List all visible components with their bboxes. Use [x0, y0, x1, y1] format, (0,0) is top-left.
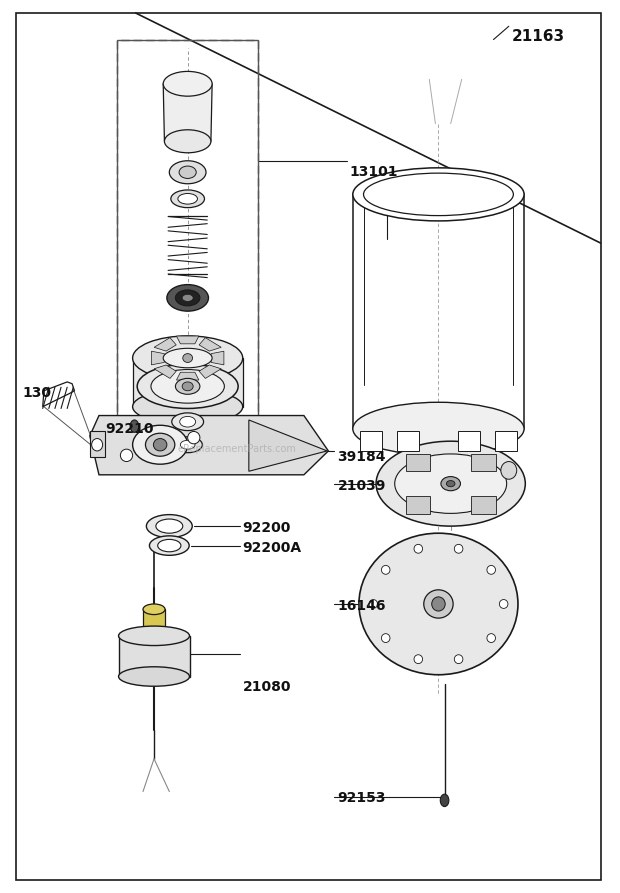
- Polygon shape: [405, 454, 430, 472]
- Ellipse shape: [149, 536, 189, 555]
- Ellipse shape: [137, 364, 238, 408]
- Polygon shape: [133, 358, 242, 406]
- Polygon shape: [495, 430, 516, 451]
- Polygon shape: [199, 338, 221, 351]
- Ellipse shape: [414, 545, 423, 553]
- Ellipse shape: [92, 438, 103, 451]
- Ellipse shape: [180, 440, 195, 449]
- Ellipse shape: [182, 382, 193, 391]
- Polygon shape: [177, 336, 199, 344]
- Polygon shape: [360, 430, 382, 451]
- Polygon shape: [397, 430, 419, 451]
- Ellipse shape: [501, 462, 516, 480]
- Polygon shape: [163, 84, 212, 141]
- Ellipse shape: [381, 565, 390, 574]
- Ellipse shape: [353, 168, 524, 221]
- Ellipse shape: [164, 129, 211, 153]
- Ellipse shape: [146, 433, 175, 456]
- Ellipse shape: [163, 348, 212, 368]
- Text: eReplacementParts.com: eReplacementParts.com: [177, 444, 296, 455]
- Ellipse shape: [133, 425, 188, 464]
- Ellipse shape: [146, 514, 192, 538]
- Ellipse shape: [487, 565, 495, 574]
- Polygon shape: [199, 365, 221, 379]
- Ellipse shape: [120, 449, 133, 462]
- Text: 13101: 13101: [350, 165, 398, 179]
- Ellipse shape: [156, 519, 183, 533]
- Text: 92200A: 92200A: [242, 541, 302, 555]
- Ellipse shape: [369, 599, 378, 608]
- Polygon shape: [143, 609, 165, 634]
- Ellipse shape: [499, 599, 508, 608]
- Ellipse shape: [441, 477, 461, 491]
- Ellipse shape: [487, 634, 495, 642]
- Ellipse shape: [163, 71, 212, 96]
- Ellipse shape: [118, 667, 190, 686]
- Ellipse shape: [376, 441, 525, 526]
- Ellipse shape: [180, 416, 196, 427]
- Ellipse shape: [157, 539, 181, 552]
- Polygon shape: [471, 496, 495, 513]
- Ellipse shape: [172, 413, 203, 430]
- Polygon shape: [90, 415, 329, 475]
- Ellipse shape: [143, 604, 165, 614]
- Ellipse shape: [179, 166, 196, 179]
- Text: 92153: 92153: [337, 790, 386, 805]
- Ellipse shape: [175, 379, 200, 395]
- Polygon shape: [118, 636, 190, 677]
- Text: 21080: 21080: [242, 680, 291, 694]
- Ellipse shape: [440, 794, 449, 806]
- Ellipse shape: [353, 402, 524, 455]
- Ellipse shape: [381, 634, 390, 642]
- Polygon shape: [154, 338, 176, 351]
- Ellipse shape: [454, 545, 463, 553]
- Ellipse shape: [130, 420, 139, 432]
- Polygon shape: [249, 420, 327, 472]
- Ellipse shape: [182, 295, 193, 302]
- Ellipse shape: [175, 290, 200, 305]
- Polygon shape: [405, 496, 430, 513]
- Ellipse shape: [424, 589, 453, 618]
- Ellipse shape: [432, 597, 445, 611]
- Ellipse shape: [143, 629, 165, 639]
- Ellipse shape: [414, 655, 423, 663]
- Polygon shape: [177, 372, 199, 380]
- Ellipse shape: [183, 354, 193, 363]
- Text: 92210: 92210: [105, 421, 154, 436]
- Polygon shape: [151, 351, 164, 365]
- Polygon shape: [211, 351, 224, 365]
- Polygon shape: [90, 431, 105, 457]
- Ellipse shape: [171, 190, 205, 208]
- Polygon shape: [458, 430, 480, 451]
- Ellipse shape: [167, 285, 208, 311]
- Polygon shape: [154, 365, 176, 379]
- Ellipse shape: [363, 173, 513, 215]
- Text: 16146: 16146: [337, 598, 386, 613]
- Text: 92200: 92200: [242, 521, 291, 535]
- Ellipse shape: [395, 454, 507, 513]
- Ellipse shape: [359, 533, 518, 675]
- Text: 21163: 21163: [512, 29, 565, 45]
- Ellipse shape: [151, 370, 224, 403]
- Ellipse shape: [173, 437, 202, 453]
- Text: 39184: 39184: [337, 450, 386, 464]
- Ellipse shape: [188, 431, 200, 444]
- Text: 130: 130: [22, 387, 51, 400]
- Ellipse shape: [133, 336, 242, 380]
- Ellipse shape: [153, 438, 167, 451]
- Ellipse shape: [133, 389, 242, 424]
- Polygon shape: [471, 454, 495, 472]
- Ellipse shape: [118, 626, 190, 646]
- Ellipse shape: [446, 480, 455, 487]
- Ellipse shape: [454, 655, 463, 663]
- Text: 21039: 21039: [337, 480, 386, 493]
- Ellipse shape: [169, 161, 206, 184]
- Ellipse shape: [178, 194, 197, 204]
